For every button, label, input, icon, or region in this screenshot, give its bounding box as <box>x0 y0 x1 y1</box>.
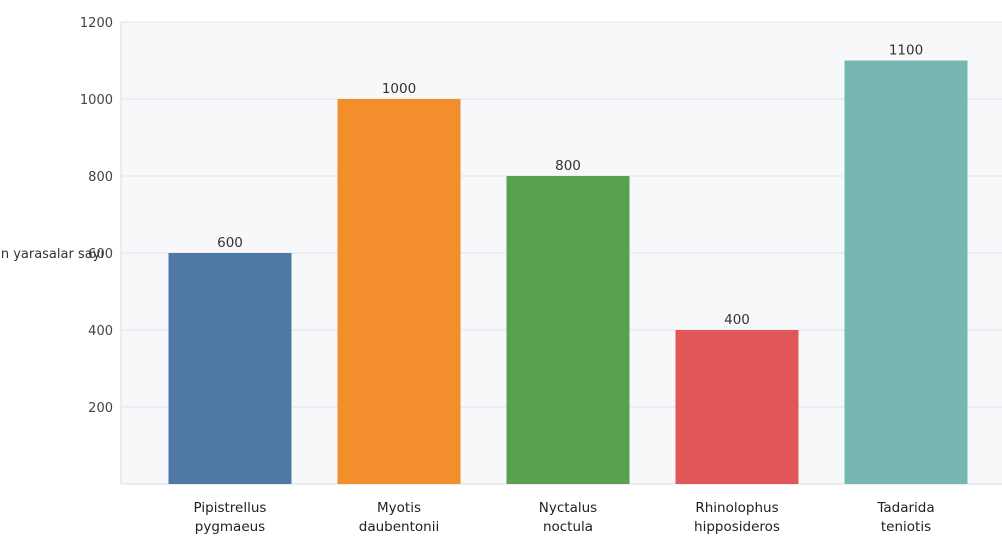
y-tick-label: 800 <box>88 170 113 185</box>
data-label: 1100 <box>889 43 923 59</box>
data-label: 1000 <box>382 81 416 97</box>
data-label: 400 <box>724 312 750 328</box>
data-labels: 600 1000 800 400 1100 <box>217 43 923 329</box>
bar <box>506 176 630 484</box>
y-tick-label: 1200 <box>80 16 113 31</box>
bar <box>675 330 799 484</box>
y-tick-label: 400 <box>88 324 113 339</box>
x-tick-label: Rhinolophus hipposideros <box>694 500 780 535</box>
x-tick-label: Pipistrellus pygmaeus <box>194 500 267 535</box>
x-tick-label: Nyctalus noctula <box>539 500 597 535</box>
x-tick-label: Myotis daubentonii <box>359 500 439 535</box>
y-axis-label: Qaranlıqda uçan yarasalar sayı <box>0 247 104 262</box>
x-tick-labels: Pipistrellus pygmaeus Myotis daubentonii Nyc… <box>194 500 935 535</box>
x-tick-label: Tadarida teniotis <box>876 500 934 535</box>
bars <box>168 60 968 484</box>
y-tick-label: 1000 <box>80 93 113 108</box>
bar <box>844 60 968 484</box>
y-tick-labels: 200 400 600 800 1000 1200 <box>80 16 113 416</box>
y-tick-label: 200 <box>88 401 113 416</box>
y-tick-label: 600 <box>88 247 113 262</box>
data-label: 800 <box>555 158 581 174</box>
bar <box>337 99 461 484</box>
bar <box>168 253 292 484</box>
data-label: 600 <box>217 235 243 251</box>
